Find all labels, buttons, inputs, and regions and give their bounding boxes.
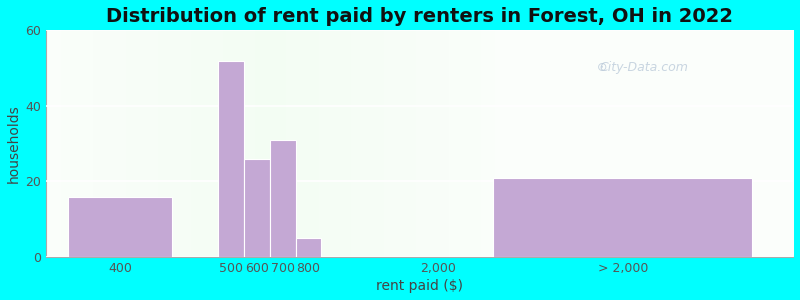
- Bar: [68, 196, 172, 257]
- Bar: [270, 140, 295, 257]
- Text: ⊙: ⊙: [598, 61, 608, 74]
- Text: City-Data.com: City-Data.com: [599, 61, 688, 74]
- Bar: [218, 61, 244, 257]
- Title: Distribution of rent paid by renters in Forest, OH in 2022: Distribution of rent paid by renters in …: [106, 7, 733, 26]
- Y-axis label: households: households: [7, 104, 21, 183]
- X-axis label: rent paid ($): rent paid ($): [376, 279, 463, 293]
- Bar: [295, 238, 322, 257]
- Bar: [494, 178, 752, 257]
- Bar: [244, 159, 270, 257]
